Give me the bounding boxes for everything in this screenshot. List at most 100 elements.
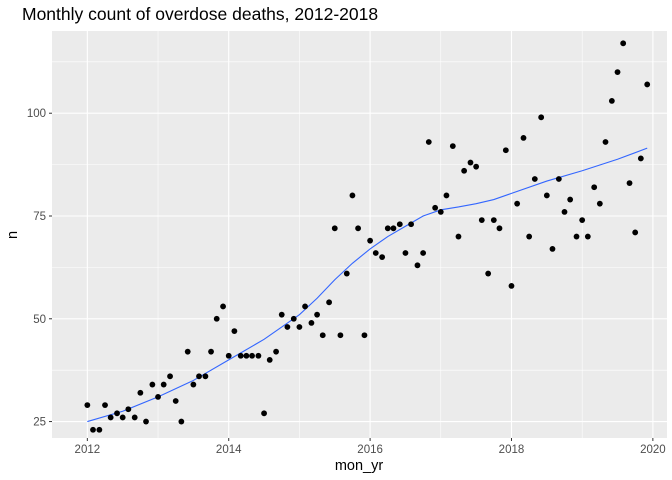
major-gridlines [52, 31, 667, 438]
y-axis-ticks: 25 50 75 100 [27, 108, 52, 429]
data-point [90, 426, 96, 433]
data-point [278, 311, 285, 318]
data-point [314, 311, 320, 318]
data-point [125, 406, 132, 413]
data-point [526, 233, 533, 240]
data-point [184, 348, 191, 355]
data-point [302, 303, 308, 310]
data-point [620, 40, 627, 47]
data-point [637, 155, 644, 162]
data-point [549, 245, 556, 252]
data-point [290, 315, 297, 322]
data-point [308, 319, 315, 326]
data-point [414, 262, 421, 269]
data-point [190, 381, 197, 388]
x-axis-title: mon_yr [335, 458, 384, 474]
data-point [573, 233, 580, 240]
data-point [602, 139, 609, 145]
data-point [137, 389, 144, 396]
data-point [331, 225, 338, 232]
data-point [337, 332, 344, 339]
data-point [390, 225, 397, 232]
data-point [596, 200, 603, 207]
data-point [266, 356, 273, 363]
data-point [425, 139, 432, 145]
data-point [408, 221, 414, 228]
data-point [160, 381, 167, 388]
data-point [490, 217, 497, 224]
data-point [555, 176, 562, 182]
data-point [584, 233, 591, 240]
data-point [349, 192, 356, 199]
y-tick-label: 75 [33, 211, 46, 223]
smooth-trend-line [87, 147, 648, 423]
data-point [343, 270, 350, 277]
data-point [514, 200, 521, 207]
data-point [455, 233, 462, 240]
data-point [225, 352, 232, 359]
data-point [367, 237, 373, 244]
x-tick-label: 2016 [357, 444, 383, 456]
data-point [84, 402, 91, 409]
data-point [591, 184, 598, 191]
data-point [561, 208, 568, 215]
data-point [461, 167, 468, 174]
data-point [473, 163, 480, 170]
data-point [644, 81, 651, 88]
data-point [178, 418, 185, 425]
data-point [485, 270, 492, 277]
data-point [196, 373, 202, 380]
data-point [437, 208, 444, 215]
data-point [567, 196, 574, 203]
chart-title: Monthly count of overdose deaths, 2012-2… [22, 4, 378, 24]
x-tick-label: 2020 [640, 444, 666, 456]
data-point [478, 217, 485, 224]
data-point [379, 254, 386, 261]
data-point [296, 324, 303, 330]
data-point [208, 348, 214, 355]
data-point [131, 414, 138, 421]
data-point [172, 398, 179, 404]
data-point [355, 225, 361, 232]
data-point [372, 250, 379, 256]
data-point [496, 225, 503, 232]
x-axis-ticks: 2012 2014 2016 2018 2020 [75, 438, 666, 456]
data-point [202, 373, 209, 380]
y-tick-label: 25 [33, 417, 46, 429]
data-point [273, 348, 279, 355]
data-point [384, 225, 391, 232]
x-tick-label: 2012 [75, 444, 101, 456]
y-axis-title: n [5, 231, 21, 239]
data-point [614, 69, 621, 76]
data-point [543, 192, 550, 199]
data-point [538, 114, 545, 121]
data-point [119, 414, 126, 421]
data-point [107, 414, 114, 421]
data-point [149, 381, 156, 388]
data-point [213, 315, 220, 322]
x-tick-label: 2018 [499, 444, 525, 456]
data-point [220, 303, 226, 310]
data-point [396, 221, 403, 228]
data-point [102, 402, 108, 409]
data-point [326, 299, 332, 306]
data-point [443, 192, 450, 199]
data-point [402, 250, 409, 256]
data-point [579, 217, 586, 224]
data-point [608, 97, 615, 104]
y-tick-label: 50 [33, 314, 46, 326]
data-point [243, 352, 250, 359]
minor-gridlines [52, 31, 667, 438]
y-tick-label: 100 [27, 108, 46, 120]
data-point [114, 410, 120, 417]
data-point [237, 352, 244, 359]
data-point [231, 328, 238, 335]
data-point [167, 373, 173, 380]
data-point [143, 418, 149, 425]
data-point [432, 204, 439, 211]
data-point [467, 159, 474, 166]
data-point [531, 176, 538, 182]
data-point [96, 426, 103, 433]
data-point [508, 282, 515, 289]
